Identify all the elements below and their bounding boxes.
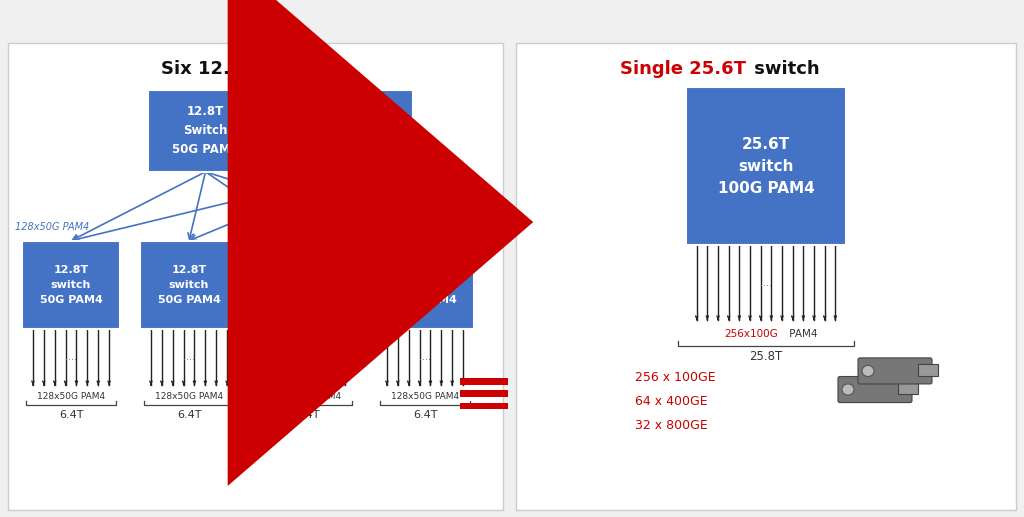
FancyBboxPatch shape [838,376,912,403]
Text: 12.8T
Switch
50G PAM4: 12.8T Switch 50G PAM4 [172,105,239,157]
Text: 6.4T: 6.4T [58,410,83,420]
FancyBboxPatch shape [258,241,356,329]
FancyBboxPatch shape [460,378,508,385]
Text: 256 x 100GE: 256 x 100GE [635,371,716,384]
Text: 25.6T
switch
100G PAM4: 25.6T switch 100G PAM4 [718,136,814,196]
Text: ....: .... [65,352,77,362]
Text: 128x50G PAM4: 128x50G PAM4 [37,392,105,401]
FancyBboxPatch shape [460,403,508,409]
FancyBboxPatch shape [22,241,120,329]
Text: 64 x 400GE: 64 x 400GE [635,395,708,408]
Text: ....: .... [301,352,313,362]
FancyBboxPatch shape [460,390,508,397]
FancyBboxPatch shape [148,90,263,172]
Text: 128x50G PAM4: 128x50G PAM4 [155,392,223,401]
Text: 32 x 800GE: 32 x 800GE [635,419,708,432]
FancyBboxPatch shape [140,241,238,329]
Text: Single 25.6T: Single 25.6T [620,59,746,78]
Text: 128x50G PAM4: 128x50G PAM4 [273,392,341,401]
Text: 6.4T: 6.4T [295,410,319,420]
Text: 256x100G: 256x100G [724,329,778,339]
Text: ....: .... [419,352,431,362]
FancyBboxPatch shape [298,90,413,172]
FancyBboxPatch shape [858,358,932,384]
FancyBboxPatch shape [8,43,503,510]
Text: switch: switch [748,59,819,78]
Text: 6.4T: 6.4T [413,410,437,420]
Text: 12.8T
switch
50G PAM4: 12.8T switch 50G PAM4 [158,265,220,305]
Text: 12.8T
switch
50G PAM4: 12.8T switch 50G PAM4 [275,265,339,305]
FancyBboxPatch shape [686,87,846,246]
Text: 25.8T: 25.8T [750,351,782,363]
Text: 128x50G PAM4: 128x50G PAM4 [391,392,459,401]
Circle shape [862,366,874,376]
Text: ....: .... [760,278,772,287]
FancyBboxPatch shape [376,241,474,329]
FancyBboxPatch shape [918,364,938,375]
Text: 12.8T
switch
50G PAM4: 12.8T switch 50G PAM4 [40,265,102,305]
Text: PAM4: PAM4 [786,329,817,339]
FancyBboxPatch shape [898,383,918,394]
FancyBboxPatch shape [516,43,1016,510]
Text: 12.8T
Switch
50G PAM4: 12.8T Switch 50G PAM4 [323,105,389,157]
Text: Six 12.8T switches: Six 12.8T switches [161,59,349,78]
Text: 12.8T
switch
50G PAM4: 12.8T switch 50G PAM4 [393,265,457,305]
Circle shape [842,384,854,395]
Text: 128x50G PAM4: 128x50G PAM4 [15,222,89,232]
Text: ....: .... [183,352,195,362]
Text: 6.4T: 6.4T [177,410,202,420]
